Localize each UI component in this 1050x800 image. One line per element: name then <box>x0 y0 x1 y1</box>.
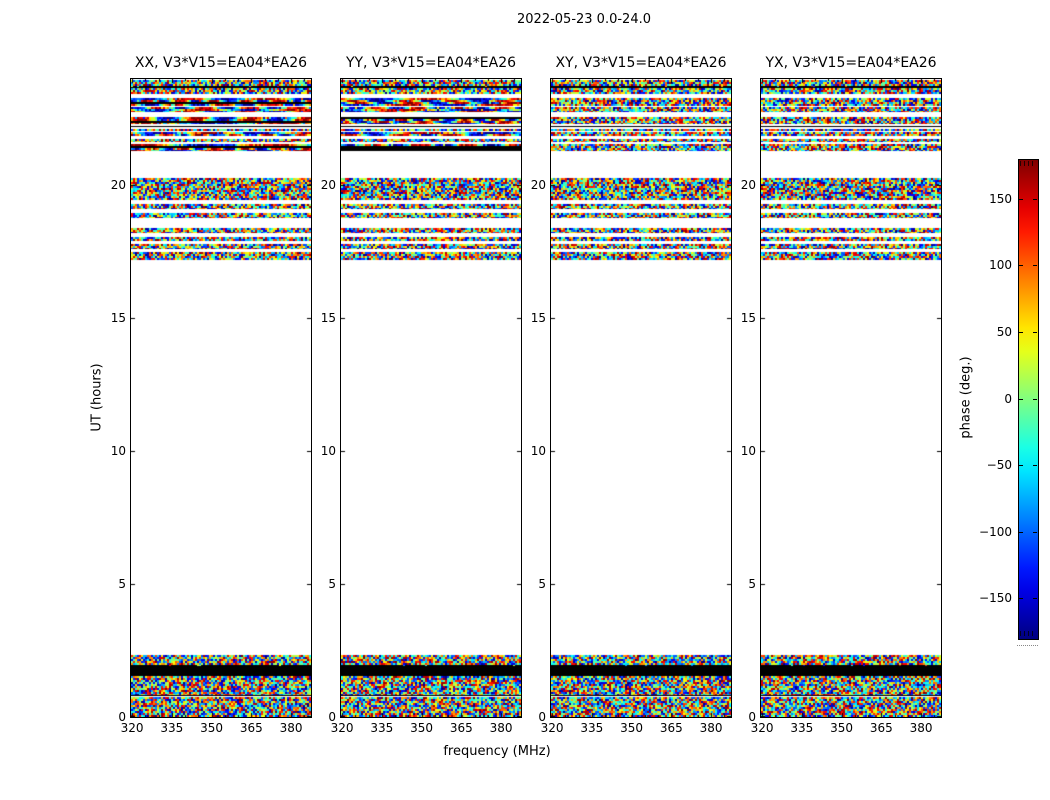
figure-title: 2022-05-23 0.0-24.0 <box>517 12 651 27</box>
y-tick-label: 15 <box>530 310 546 325</box>
x-tick-label: 380 <box>909 721 933 735</box>
y-tick-label: 10 <box>320 443 336 458</box>
colorbar-tick <box>1019 198 1023 200</box>
x-tick-label: 365 <box>869 721 893 735</box>
y-tick-label: 20 <box>740 177 756 192</box>
y-tick-label: 20 <box>110 177 126 192</box>
y-tick-label: 15 <box>110 310 126 325</box>
y-tick-label: 5 <box>538 576 546 591</box>
colorbar-tick-label: −100 <box>979 524 1012 539</box>
colorbar-tick <box>1033 198 1037 200</box>
y-tick-label: 5 <box>118 576 126 591</box>
x-tick-label: 380 <box>279 721 303 735</box>
y-tick-label: 0 <box>538 709 546 724</box>
colorbar-tick-label: 0 <box>1004 391 1012 406</box>
colorbar-tick <box>1033 398 1037 400</box>
y-tick-label: 10 <box>530 443 546 458</box>
colorbar-tick <box>1019 265 1023 267</box>
panel-title-yx: YX, V3*V15=EA04*EA26 <box>765 55 937 71</box>
x-tick-label: 350 <box>620 721 644 735</box>
panel-title-xx: XX, V3*V15=EA04*EA26 <box>134 55 308 71</box>
y-tick-label: 15 <box>740 310 756 325</box>
panel-title-yy: YY, V3*V15=EA04*EA26 <box>345 55 517 71</box>
colorbar <box>1018 159 1039 640</box>
y-tick-label: 0 <box>118 709 126 724</box>
colorbar-tick <box>1033 531 1037 533</box>
colorbar-tick <box>1033 598 1037 600</box>
x-tick-label: 350 <box>200 721 224 735</box>
y-tick-label: 20 <box>530 177 546 192</box>
y-tick-label: 10 <box>110 443 126 458</box>
x-tick-label: 350 <box>830 721 854 735</box>
x-axis-label: frequency (MHz) <box>443 744 551 759</box>
colorbar-tick <box>1019 398 1023 400</box>
colorbar-tick <box>1019 331 1023 333</box>
heatmap-panel-yx <box>760 78 942 718</box>
y-tick-label: 0 <box>748 709 756 724</box>
heatmap-panel-yy <box>340 78 522 718</box>
x-tick-label: 380 <box>489 721 513 735</box>
colorbar-tick <box>1019 465 1023 467</box>
x-tick-label: 335 <box>370 721 394 735</box>
x-tick-label: 335 <box>580 721 604 735</box>
x-tick-label: 380 <box>699 721 723 735</box>
y-tick-label: 15 <box>320 310 336 325</box>
panel-title-xy: XY, V3*V15=EA04*EA26 <box>555 55 727 71</box>
colorbar-tick <box>1033 465 1037 467</box>
x-tick-label: 365 <box>239 721 263 735</box>
x-tick-label: 350 <box>410 721 434 735</box>
x-tick-label: 365 <box>449 721 473 735</box>
colorbar-tick <box>1019 531 1023 533</box>
colorbar-tick <box>1033 265 1037 267</box>
x-tick-label: 335 <box>790 721 814 735</box>
colorbar-tick <box>1019 598 1023 600</box>
y-tick-label: 5 <box>328 576 336 591</box>
x-tick-label: 335 <box>160 721 184 735</box>
y-tick-label: 20 <box>320 177 336 192</box>
colorbar-tick <box>1033 331 1037 333</box>
x-tick-label: 320 <box>540 721 564 735</box>
colorbar-top-minor-ticks <box>1020 161 1036 166</box>
colorbar-tick-label: −50 <box>986 458 1012 473</box>
x-tick-label: 320 <box>330 721 354 735</box>
y-tick-label: 10 <box>740 443 756 458</box>
heatmap-panel-xx <box>130 78 312 718</box>
x-tick-label: 320 <box>750 721 774 735</box>
y-tick-label: 0 <box>328 709 336 724</box>
colorbar-tick-label: 100 <box>989 258 1012 273</box>
x-tick-label: 365 <box>659 721 683 735</box>
colorbar-bottom-minor-ticks <box>1020 631 1036 636</box>
heatmap-panel-xy <box>550 78 732 718</box>
x-tick-label: 320 <box>120 721 144 735</box>
colorbar-tick-label: 150 <box>989 191 1012 206</box>
y-tick-label: 5 <box>748 576 756 591</box>
colorbar-dotted-edge <box>1017 645 1038 646</box>
colorbar-tick-label: 50 <box>996 324 1012 339</box>
colorbar-tick-label: −150 <box>979 591 1012 606</box>
y-axis-label: UT (hours) <box>89 363 105 432</box>
